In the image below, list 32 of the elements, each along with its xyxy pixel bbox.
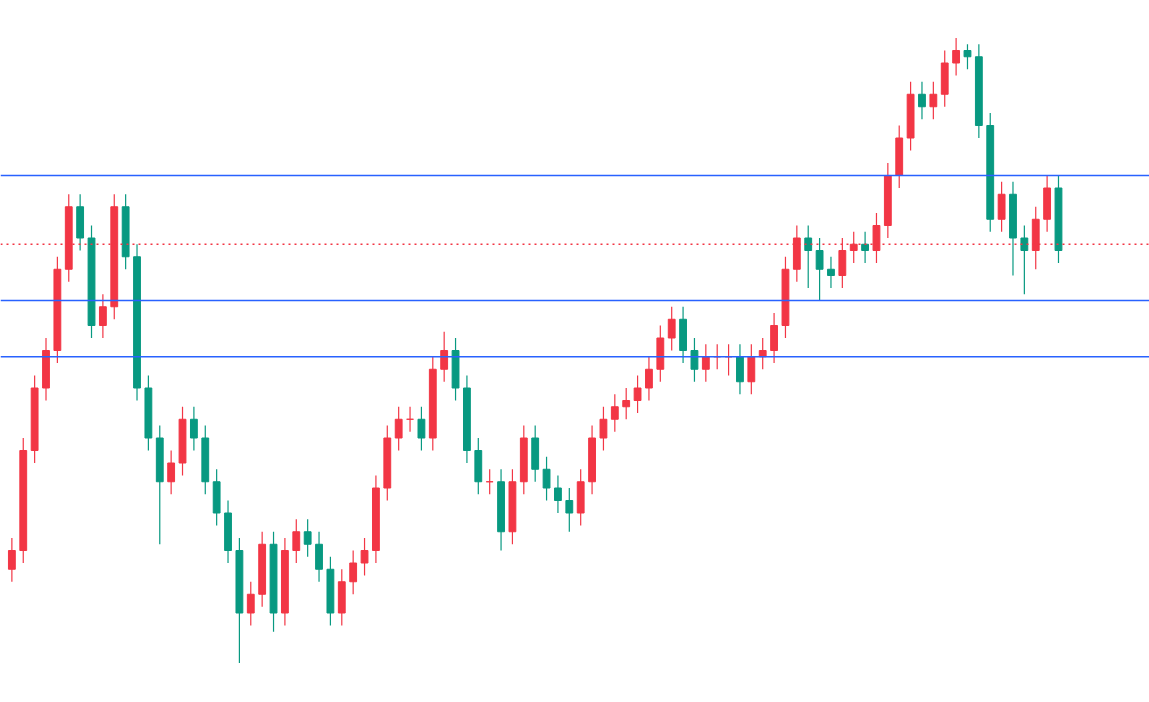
candlestick [952,37,961,77]
candlestick [861,231,870,264]
candlestick [565,487,574,533]
candlestick [827,256,835,289]
candlestick [7,537,16,583]
candlestick [633,374,642,414]
candlestick [599,406,608,452]
candlestick [929,81,938,120]
candlestick [918,81,926,120]
candlestick [667,306,676,352]
candlestick [690,337,699,383]
candlestick [349,549,358,595]
candlestick [645,356,653,402]
candlestick [701,343,710,383]
candlestick [610,393,619,433]
candlestick [394,406,403,452]
candlestick [417,406,426,452]
candlestick [622,387,631,420]
candlestick [440,331,449,383]
candlestick [246,581,255,627]
candlestick [554,474,562,514]
candlestick [167,449,176,495]
candlestick [542,456,551,502]
candlestick [1020,224,1029,295]
candlestick [189,406,198,452]
candlestick [98,293,107,339]
candlestick [292,518,301,564]
candlestick [360,537,369,577]
candlestick [963,43,972,70]
candlestick [815,237,824,302]
candlestick [303,518,312,558]
candlestick [804,224,813,289]
